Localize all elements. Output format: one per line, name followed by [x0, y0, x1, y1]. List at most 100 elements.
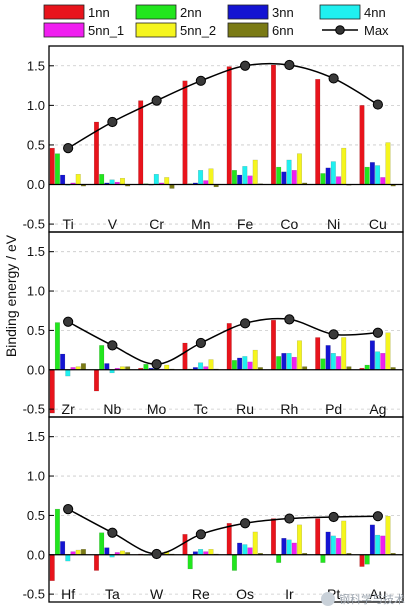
panel-1: Ti V Cr Mn Fe Co Ni Cu -0.5 0.0 0.5 1.0 1.5: [23, 45, 404, 233]
bar-Ta-1nn: [93, 554, 99, 571]
legend-label-3nn: 3nn: [272, 5, 294, 20]
y-axis-label: Binding energy / eV: [3, 234, 19, 357]
bar-Cu-2nn: [364, 166, 370, 185]
bar-Ti-5nn_2: [75, 174, 81, 185]
max-marker-Fe: [240, 60, 251, 71]
max-marker-Os: [240, 518, 251, 529]
bar-Rh-2nn: [276, 356, 282, 370]
bar-Zr-6nn: [80, 363, 86, 370]
category-label-Au: Au: [369, 586, 386, 602]
max-marker-Tc: [195, 337, 206, 349]
category-label-Zr: Zr: [62, 401, 76, 417]
legend-swatch-5nn_1: [43, 22, 85, 38]
bar-Rh-4nn: [286, 353, 292, 370]
bar-Ti-2nn: [54, 153, 60, 185]
bar-Pd-2nn: [320, 358, 326, 370]
bar-Fe-1nn: [226, 66, 232, 185]
max-marker-Ir: [284, 513, 295, 524]
max-marker-V: [107, 116, 118, 128]
y-tick-label: 1.5: [27, 429, 45, 444]
bar-Fe-5nn_1: [247, 175, 253, 185]
category-label-Nb: Nb: [103, 401, 121, 417]
legend: 1nn 2nn 3nn 4nn 5nn_1 5nn_2 6nn Max: [43, 4, 389, 38]
watermark-text: 钢科学与技术: [339, 593, 405, 606]
legend-swatch-5nn_2: [135, 22, 177, 38]
category-label-W: W: [150, 586, 164, 602]
bar-Tc-4nn: [198, 362, 204, 370]
bar-Ni-2nn: [320, 173, 326, 185]
bar-Os-5nn_1: [247, 547, 253, 555]
y-tick-label: 1.5: [27, 58, 45, 73]
bar-Ag-5nn_1: [380, 353, 386, 370]
bar-Mo-5nn_2: [164, 364, 170, 370]
bar-Ru-4nn: [242, 356, 248, 370]
max-marker-Au: [372, 511, 383, 522]
bar-Pd-3nn: [325, 345, 331, 370]
bar-Hf-1nn: [49, 554, 55, 581]
bar-Hf-4nn: [65, 554, 71, 562]
max-marker-Ru: [240, 318, 251, 329]
panel-frame: [48, 416, 404, 603]
max-marker-Ni: [328, 73, 339, 84]
category-label-Hf: Hf: [61, 586, 75, 602]
bar-Rh-1nn: [270, 319, 276, 370]
y-tick-label: 0.5: [27, 137, 45, 152]
bar-Ni-3nn: [325, 167, 331, 185]
bar-Ag-3nn: [369, 340, 375, 370]
category-label-Rh: Rh: [280, 401, 298, 417]
bar-Cu-1nn: [359, 105, 365, 185]
max-marker-Ag: [372, 327, 383, 338]
max-marker-Ta: [107, 527, 118, 538]
bar-Ir-2nn: [276, 554, 282, 563]
bar-Mn-5nn_2: [208, 168, 214, 185]
category-label-Os: Os: [236, 586, 254, 602]
legend-label-1nn: 1nn: [88, 5, 110, 20]
category-label-Tc: Tc: [194, 401, 208, 417]
bar-Os-4nn: [242, 544, 248, 555]
bar-Ni-4nn: [330, 161, 336, 185]
max-marker-Ti: [63, 143, 74, 154]
legend-swatch-4nn: [319, 4, 361, 20]
legend-swatch-2nn: [135, 4, 177, 20]
bar-Mn-1nn: [182, 80, 188, 185]
legend-swatch-6nn: [227, 22, 269, 38]
bar-Re-2nn: [187, 554, 193, 570]
bar-Os-5nn_2: [252, 531, 258, 555]
bar-Ru-5nn_1: [247, 361, 253, 370]
max-marker-Co: [284, 59, 295, 71]
category-label-Ni: Ni: [327, 216, 340, 232]
bar-Cu-4nn: [375, 165, 381, 185]
max-marker-Cr: [151, 95, 162, 106]
bar-Ru-3nn: [237, 357, 243, 370]
max-marker-Pd: [328, 329, 339, 340]
max-marker-Pt: [328, 511, 339, 523]
bar-Ta-3nn: [104, 547, 110, 555]
max-marker-Nb: [107, 340, 118, 351]
max-marker-Mn: [195, 75, 206, 86]
y-tick-label: 1.0: [27, 284, 45, 299]
bar-Re-5nn_2: [208, 549, 214, 555]
bar-Ag-4nn: [375, 351, 381, 370]
bar-Zr-4nn: [65, 369, 71, 377]
max-marker-Hf: [63, 504, 74, 515]
max-marker-Re: [195, 529, 206, 540]
wechat-icon: [321, 592, 335, 606]
legend-label-4nn: 4nn: [364, 5, 386, 20]
bar-Fe-4nn: [242, 166, 248, 185]
bar-Pt-3nn: [325, 531, 331, 555]
category-label-Ta: Ta: [105, 586, 120, 602]
bar-Au-1nn: [359, 554, 365, 567]
bar-Cu-5nn_1: [380, 177, 386, 185]
watermark: 钢科学与技术: [321, 591, 405, 607]
bar-Ag-2nn: [364, 364, 370, 370]
max-marker-Cu: [372, 99, 383, 110]
y-tick-label: 0.0: [27, 177, 45, 192]
bar-Rh-3nn: [281, 353, 287, 370]
y-tick-label: 0.5: [27, 508, 45, 523]
bar-Os-2nn: [231, 554, 237, 571]
bar-Ti-3nn: [60, 174, 66, 185]
bar-Pd-5nn_2: [341, 337, 347, 370]
y-tick-label: 0.5: [27, 323, 45, 338]
bar-Au-5nn_2: [385, 515, 391, 555]
